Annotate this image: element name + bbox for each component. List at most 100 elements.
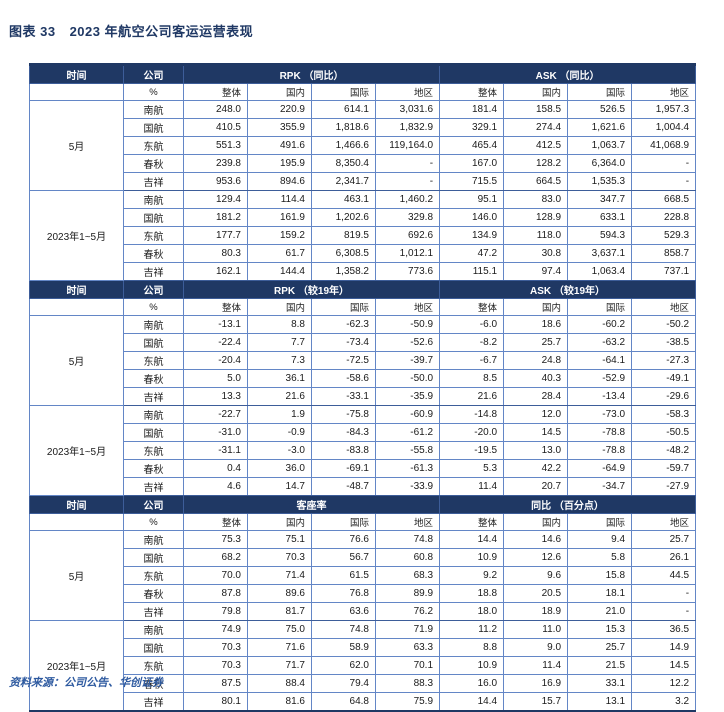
table-row: 春秋 87.5 88.4 79.4 88.3 16.0 16.9 33.1 12.2 [30,674,697,693]
data-cell: 412.5 [503,136,569,155]
data-cell: 1,358.2 [311,262,376,281]
table-row: 春秋 239.8 195.9 8,350.4-167.0 128.2 6,364.0- [30,154,697,173]
data-cell: 526.5 [567,100,633,119]
data-cell: 21.6 [247,387,312,406]
subheader-overall: 整体 [439,83,505,101]
data-cell: 129.4 [183,190,248,209]
data-cell: -20.4 [183,351,248,370]
data-cell: 13.1 [567,692,633,712]
data-cell: -0.9 [247,423,312,442]
data-cell: 60.8 [374,548,441,567]
data-cell: 12.6 [503,548,569,567]
company-label: 国航 [123,118,184,137]
data-cell: - [631,154,697,173]
data-cell: -13.4 [567,387,633,406]
data-cell: 63.3 [374,638,441,657]
company-label: 春秋 [123,584,184,603]
data-cell: 70.3 [247,548,312,567]
data-cell: -29.6 [631,387,697,406]
table-row: 国航 181.2 161.9 1,202.6 329.8 146.0 128.9 633.1 2… [30,208,697,227]
data-cell: - [631,602,697,621]
data-cell: -58.3 [631,405,697,424]
table-row: 2023年1~5月 南航 129.4 114.4 463.1 1,460.2 95.1 83.… [29,190,697,281]
table-row: 国航 -22.4 7.7 -73.4 -52.6 -8.2 25.7 -63.2 -38.5 [30,333,697,352]
company-label: 春秋 [123,459,184,478]
data-cell: 18.0 [439,602,505,621]
company-label: 南航 [123,315,184,334]
subheader-overall: 整体 [183,298,248,316]
data-cell: 1.9 [247,405,312,424]
data-cell: 26.1 [631,548,697,567]
data-cell: 63.6 [311,602,376,621]
company-label: 南航 [123,100,184,119]
data-cell: 24.8 [503,351,569,370]
company-column-header: 公司 [123,64,184,84]
data-cell: 9.0 [503,638,569,657]
data-cell: 20.7 [503,477,569,496]
data-cell: 15.3 [567,620,633,639]
data-cell: 894.6 [247,172,312,191]
data-cell: 87.5 [183,674,248,693]
data-cell: 239.8 [183,154,248,173]
data-cell: 146.0 [439,208,505,227]
data-cell: 8.8 [439,638,505,657]
data-cell: -39.7 [374,351,441,370]
data-cell: 44.5 [631,566,697,585]
data-cell: 115.1 [439,262,505,281]
data-cell: 1,460.2 [374,190,441,209]
data-cell: 1,063.4 [567,262,633,281]
subheader-regional: 地区 [631,83,697,101]
data-cell: -27.3 [631,351,697,370]
data-cell: 3,031.6 [374,100,441,119]
company-column-header: 公司 [123,280,184,299]
data-cell: -64.9 [567,459,633,478]
data-cell: 88.3 [374,674,441,693]
data-cell: 36.5 [631,620,697,639]
data-cell: 465.4 [439,136,505,155]
data-cell: -13.1 [183,315,248,334]
data-cell: 228.8 [631,208,697,227]
table-row: 吉祥 953.6 894.6 2,341.7-715.5 664.5 1,535.3- [30,172,697,191]
company-label: 吉祥 [123,262,184,281]
data-cell: -63.2 [567,333,633,352]
data-cell: 491.6 [247,136,312,155]
subheader-regional: 地区 [374,513,441,531]
data-cell: 1,621.6 [567,118,633,137]
data-cell: 81.6 [247,692,312,712]
data-cell: 25.7 [567,638,633,657]
data-cell: 159.2 [247,226,312,245]
data-cell: -60.2 [567,315,633,334]
percent-label: % [123,83,184,101]
data-cell: 56.7 [311,548,376,567]
data-cell: -27.9 [631,477,697,496]
data-cell: 88.4 [247,674,312,693]
company-label: 春秋 [123,154,184,173]
data-cell: 134.9 [439,226,505,245]
data-cell: -49.1 [631,369,697,388]
data-cell: 14.4 [439,692,505,712]
subheader-international: 国际 [311,298,376,316]
table-row: 春秋 0.4 36.0 -69.1 -61.3 5.3 42.2 -64.9 -59.7 [30,459,697,478]
data-cell: 36.1 [247,369,312,388]
company-label: 东航 [123,441,184,460]
table-row: 国航 70.3 71.6 58.9 63.3 8.8 9.0 25.7 14.9 [30,638,697,657]
data-cell: 819.5 [311,226,376,245]
subheader-regional: 地区 [631,513,697,531]
data-cell: 18.1 [567,584,633,603]
data-cell: 64.8 [311,692,376,712]
data-cell: 62.0 [311,656,376,675]
data-cell: 14.6 [503,530,569,549]
table-row: 5月 南航 248.0 220.9 614.1 3,031.6 181.4 158.5 526.… [29,100,697,191]
data-cell: -62.3 [311,315,376,334]
data-cell: 74.9 [183,620,248,639]
table-row: 国航 410.5 355.9 1,818.6 1,832.9 329.1 274.4 1,62… [30,118,697,137]
data-cell: 97.4 [503,262,569,281]
data-cell: 551.3 [183,136,248,155]
airline-performance-table: 时间 公司 RPK （同比） ASK （同比）% 整体 国内 国际 地区 整体 国内 国际 地区 5月南… [29,63,697,712]
data-cell: 8.5 [439,369,505,388]
data-cell: -19.5 [439,441,505,460]
data-cell: 1,004.4 [631,118,697,137]
company-label: 国航 [123,423,184,442]
data-cell: -35.9 [374,387,441,406]
company-label: 东航 [123,226,184,245]
